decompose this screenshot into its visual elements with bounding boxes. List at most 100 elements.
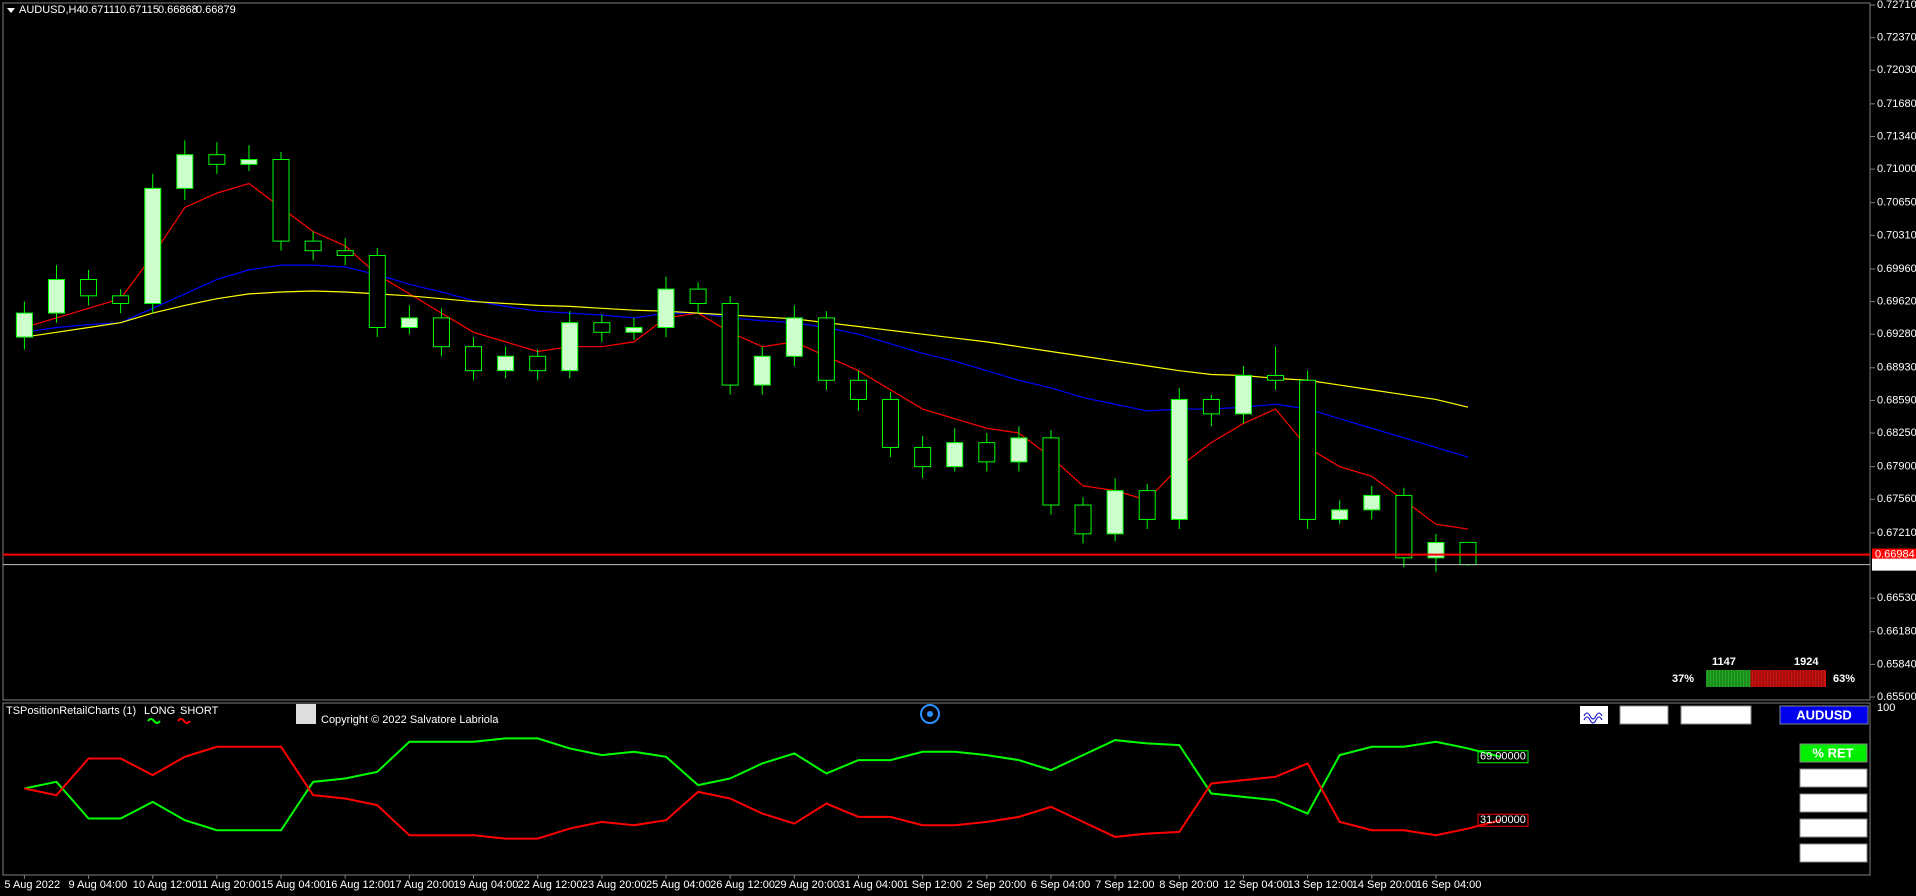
x-tick-label: 11 Aug 20:00 <box>197 879 261 891</box>
moving-average <box>24 290 1469 408</box>
y-tick-label: 0.72370 <box>1877 32 1916 44</box>
candle-body <box>1138 490 1156 520</box>
y-tick-label: 0.65500 <box>1877 691 1916 703</box>
x-tick-label: 10 Aug 12:00 <box>133 879 198 891</box>
candle-body <box>1331 509 1349 520</box>
retail-line <box>24 737 1501 832</box>
x-tick-label: 29 Aug 20:00 <box>774 879 839 891</box>
side-button[interactable] <box>1799 768 1868 788</box>
side-button-label: PMC DY <box>1808 845 1859 860</box>
candle-body <box>882 398 900 448</box>
side-button-label: INFO <box>1817 770 1848 785</box>
candle-body <box>1042 437 1060 506</box>
y-tick-label: 0.71340 <box>1877 130 1916 142</box>
x-tick-label: 2 Sep 20:00 <box>967 879 1026 891</box>
ohlc-value: 0.67111 <box>82 4 120 16</box>
y-tick-label: 0.68930 <box>1877 362 1916 374</box>
legend-label: SHORT <box>180 705 219 717</box>
candle-body <box>208 154 226 165</box>
x-tick-label: 9 Aug 04:00 <box>69 879 128 891</box>
x-tick-label: 31 Aug 04:00 <box>838 879 903 891</box>
ohlc-value: 0.67115 <box>120 4 159 16</box>
side-button[interactable] <box>1799 793 1868 813</box>
short-pct: 63% <box>1833 673 1855 685</box>
candle-body <box>400 317 418 328</box>
y-tick-label: 0.70310 <box>1877 229 1916 241</box>
wave-icon <box>1583 712 1603 724</box>
target-dot <box>927 711 933 717</box>
candle-body <box>593 322 611 333</box>
sub-frame <box>2 702 1871 876</box>
side-button[interactable] <box>1799 843 1868 863</box>
y-tick-label: 0.67560 <box>1877 493 1916 505</box>
side-button[interactable] <box>1799 743 1868 763</box>
candle-body <box>914 446 932 468</box>
legend-swatch <box>147 718 161 724</box>
target-icon[interactable] <box>920 704 940 724</box>
collapse-icon <box>7 8 15 13</box>
candle-body <box>47 278 65 314</box>
candle-body <box>1395 494 1413 559</box>
y-tick-label: 0.66530 <box>1877 592 1916 604</box>
price-tag-label: 0.66879 <box>1875 559 1915 571</box>
candle-body <box>1202 398 1220 415</box>
candle-body <box>721 302 739 386</box>
y-tick-label: 0.65840 <box>1877 658 1916 670</box>
legend-label: LONG <box>144 705 175 717</box>
candle-body <box>112 295 130 304</box>
candle-body <box>946 442 964 468</box>
candle-body <box>497 355 515 372</box>
y-tick-label: 0.71680 <box>1877 98 1916 110</box>
candle-body <box>304 240 322 252</box>
x-tick-label: 5 Aug 2022 <box>4 879 60 891</box>
y-tick-label: 0.69960 <box>1877 263 1916 275</box>
side-button-label: % RET <box>1812 745 1853 760</box>
candle-body <box>1459 541 1477 566</box>
wave-button[interactable] <box>1580 706 1608 724</box>
y-tick-label: 0.68590 <box>1877 394 1916 406</box>
x-tick-label: 1 Sep 12:00 <box>903 879 962 891</box>
indicator-title: TSPositionRetailCharts (1) <box>6 705 136 717</box>
y-tick-label: 0.69620 <box>1877 295 1916 307</box>
toolbar-button-label: T/S <box>1634 707 1655 722</box>
y-tick-label: 0.67210 <box>1877 527 1916 539</box>
candle-body <box>1106 490 1124 535</box>
last-value-box <box>1477 750 1529 764</box>
last-value-label: 69.00000 <box>1480 751 1526 763</box>
y-tick-label: 0.66180 <box>1877 626 1916 638</box>
toolbar-button[interactable] <box>1619 705 1669 725</box>
x-tick-label: 19 Aug 04:00 <box>454 879 519 891</box>
candle-body <box>15 312 33 338</box>
y-tick-label: 0.71000 <box>1877 163 1916 175</box>
short-bar <box>1750 670 1826 687</box>
toolbar-button[interactable] <box>1680 705 1752 725</box>
y-tick-label: 0.67900 <box>1877 461 1916 473</box>
long-bar <box>1706 670 1751 687</box>
sub-y-tick-label: 100 <box>1877 702 1895 714</box>
x-tick-label: 26 Aug 12:00 <box>710 879 775 891</box>
side-button[interactable] <box>1799 818 1868 838</box>
candle-body <box>817 317 835 381</box>
candle-body <box>753 355 771 386</box>
long-pct: 37% <box>1672 673 1694 685</box>
candle-body <box>368 255 386 328</box>
y-tick-label: 0.72030 <box>1877 64 1916 76</box>
candle-body <box>978 442 996 463</box>
x-tick-label: 16 Aug 12:00 <box>325 879 390 891</box>
y-tick-label: 0.72710 <box>1877 0 1916 11</box>
long-count: 1147 <box>1712 656 1736 668</box>
candle-body <box>1267 374 1285 381</box>
candle-body <box>785 317 803 357</box>
candle-body <box>144 187 162 304</box>
candle-body <box>849 379 867 400</box>
retail-line <box>24 745 1501 840</box>
candle-body <box>80 278 98 297</box>
candle-body <box>1363 494 1381 511</box>
x-tick-label: 16 Sep 04:00 <box>1416 879 1481 891</box>
x-tick-label: 23 Aug 20:00 <box>582 879 647 891</box>
price-tag <box>1872 548 1916 561</box>
legend-swatch <box>177 718 191 724</box>
toolbar-button[interactable] <box>1779 705 1869 725</box>
